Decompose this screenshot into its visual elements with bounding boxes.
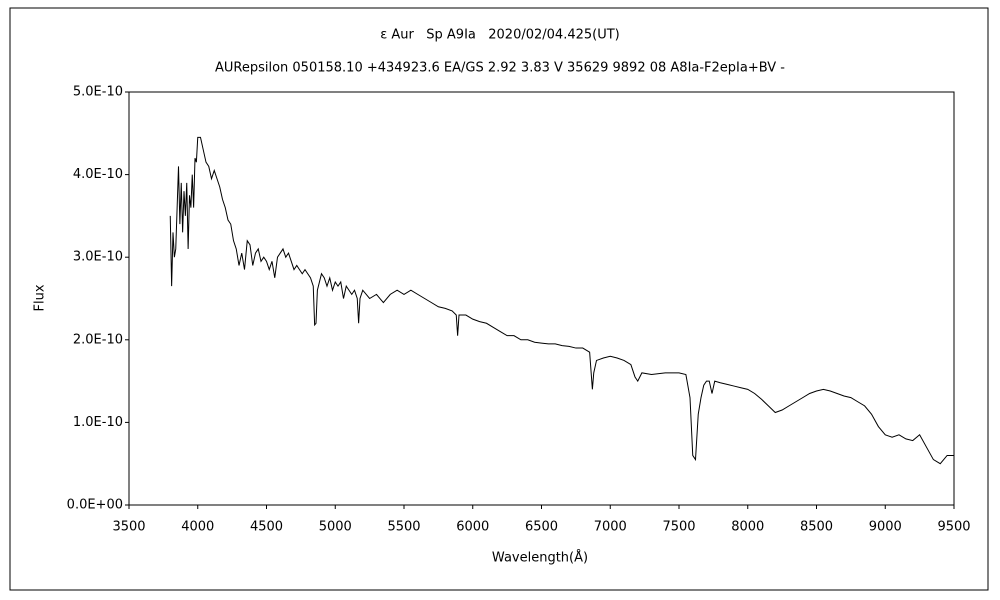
x-tick-label: 3500 — [112, 520, 145, 535]
x-tick-label: 9500 — [937, 520, 970, 535]
y-tick-label: 1.0E-10 — [73, 415, 123, 430]
x-tick-label: 5000 — [319, 520, 352, 535]
x-tick-label: 5500 — [387, 520, 420, 535]
x-tick-label: 6000 — [456, 520, 489, 535]
x-tick-label: 4500 — [250, 520, 283, 535]
chart-border — [9, 7, 989, 591]
y-tick-label: 4.0E-10 — [73, 167, 123, 182]
x-tick-label: 7000 — [594, 520, 627, 535]
y-tick-label: 3.0E-10 — [73, 250, 123, 265]
y-tick-label: 5.0E-10 — [73, 85, 123, 100]
x-tick-label: 8000 — [731, 520, 764, 535]
x-tick-label: 9000 — [869, 520, 902, 535]
x-tick-label: 6500 — [525, 520, 558, 535]
spectrum-line — [169, 136, 954, 465]
y-tick-label: 2.0E-10 — [73, 332, 123, 347]
y-tick-label: 0.0E+00 — [67, 498, 123, 513]
x-tick-label: 7500 — [662, 520, 695, 535]
x-axis-label: Wavelength(Å) — [492, 550, 588, 566]
x-tick-label: 4000 — [181, 520, 214, 535]
x-tick-label: 8500 — [800, 520, 833, 535]
chart-subtitle: AURepsilon 050158.10 +434923.6 EA/GS 2.9… — [215, 61, 785, 76]
chart-title: ε Aur Sp A9Ia 2020/02/04.425(UT) — [380, 28, 620, 43]
y-axis-label: Flux — [33, 284, 48, 311]
